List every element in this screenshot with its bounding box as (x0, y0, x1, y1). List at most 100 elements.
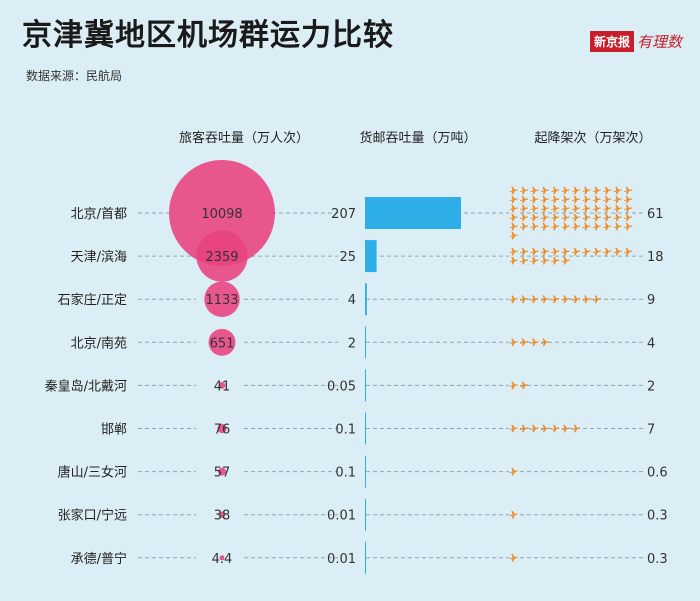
category-label: 北京/首都 (71, 207, 127, 222)
airplane-icon (582, 222, 591, 231)
airplane-icon (561, 222, 570, 231)
airplane-icon (571, 247, 581, 256)
airplane-icon (561, 204, 570, 213)
category-label: 石家庄/正定 (58, 292, 127, 308)
airplane-icon (530, 338, 539, 347)
category-label: 北京/南苑 (71, 335, 127, 351)
airplane-icon (519, 256, 529, 265)
airplane-icon (582, 186, 591, 195)
airplane-icon (519, 247, 529, 256)
airplane-icon (613, 247, 622, 256)
cargo-bar (365, 541, 366, 574)
cargo-value: 0.01 (327, 552, 356, 567)
airplane-icon (582, 204, 591, 213)
airplane-icon (623, 186, 633, 195)
airplane-icon (530, 195, 539, 204)
airplane-icon (519, 213, 529, 222)
cargo-bar (365, 455, 366, 488)
airplane-icon (509, 231, 518, 240)
passenger-bubble (218, 382, 226, 389)
passenger-bubble (219, 555, 225, 561)
airplane-icon (551, 195, 560, 204)
airplane-icon (613, 186, 622, 195)
passenger-value: 4.4 (212, 552, 233, 567)
data-source: 数据来源：民航局 (26, 69, 123, 83)
passenger-value: 2359 (205, 250, 238, 265)
category-label: 唐山/三女河 (58, 465, 127, 481)
airplane-icon (540, 222, 549, 231)
passenger-bubble (218, 511, 226, 518)
cargo-bar (365, 283, 367, 316)
airplane-icon (561, 247, 570, 256)
flights-value: 0.3 (647, 552, 668, 567)
page-title: 京津冀地区机场群运力比较 (22, 18, 394, 53)
airplane-icon (603, 222, 612, 231)
cargo-value: 0.1 (335, 466, 356, 481)
airplane-icon (603, 213, 612, 222)
airplane-icon (592, 204, 601, 213)
airplane-icon (571, 186, 581, 195)
airplane-icon (592, 222, 601, 231)
airplane-icon (551, 295, 560, 304)
airplane-icon (561, 256, 570, 265)
airplane-icon (561, 186, 570, 195)
category-label: 邯郸 (101, 423, 127, 438)
category-label: 天津/滨海 (71, 249, 127, 265)
cargo-bar (365, 197, 461, 229)
airplane-icon (530, 204, 539, 213)
airplane-icon (592, 247, 601, 256)
airplane-icon (603, 195, 612, 204)
airplane-icon (571, 195, 581, 204)
airplane-icon (571, 204, 581, 213)
cargo-header: 货邮吞吐量（万吨） (359, 130, 476, 146)
airplane-icon (623, 222, 633, 231)
airplane-icon (551, 186, 560, 195)
cargo-value: 25 (339, 250, 356, 265)
airplane-icon (509, 204, 518, 213)
passenger-value: 57 (214, 466, 231, 481)
airplane-icon (519, 204, 529, 213)
airplane-icon (509, 222, 518, 231)
airplane-icon (530, 222, 539, 231)
passenger-bubble (204, 281, 240, 317)
airplane-icon (582, 247, 591, 256)
cargo-value: 0.01 (327, 509, 356, 524)
brand-sub: 有理数 (636, 32, 682, 51)
airplane-icon (519, 222, 529, 231)
cargo-bar (365, 240, 377, 273)
flights-header: 起降架次（万架次） (534, 130, 651, 146)
cargo-bar (365, 498, 366, 531)
category-label: 秦皇岛/北戴河 (45, 378, 127, 394)
airplane-icon (551, 256, 560, 265)
passenger-value: 41 (214, 379, 231, 394)
passenger-bubble (217, 423, 227, 434)
passenger-value: 1133 (205, 293, 238, 308)
airplane-icon (603, 186, 612, 195)
airplane-icon (530, 186, 539, 195)
airplane-icon (509, 424, 518, 433)
airplane-icon (509, 186, 518, 195)
cargo-value: 207 (331, 207, 356, 222)
airplane-icon (509, 381, 518, 390)
airplane-icon (582, 195, 591, 204)
passenger-bubble (218, 467, 226, 476)
flights-value: 0.3 (647, 509, 668, 524)
airplane-icon (540, 186, 549, 195)
airplane-icon (603, 247, 612, 256)
airplane-icon (571, 424, 581, 433)
airplane-icon (571, 213, 581, 222)
flights-value: 0.6 (647, 466, 668, 481)
passenger-value: 651 (210, 336, 235, 351)
passenger-value: 38 (214, 509, 231, 524)
cargo-value: 2 (348, 336, 356, 351)
airplane-icon (509, 338, 518, 347)
airplane-icon (540, 195, 549, 204)
airplane-icon (613, 222, 622, 231)
airplane-icon (551, 213, 560, 222)
airplane-icon (551, 424, 560, 433)
cargo-value: 0.05 (327, 379, 356, 394)
category-label: 张家口/宁远 (58, 508, 127, 524)
airplane-icon (603, 204, 612, 213)
airplane-icon (530, 213, 539, 222)
